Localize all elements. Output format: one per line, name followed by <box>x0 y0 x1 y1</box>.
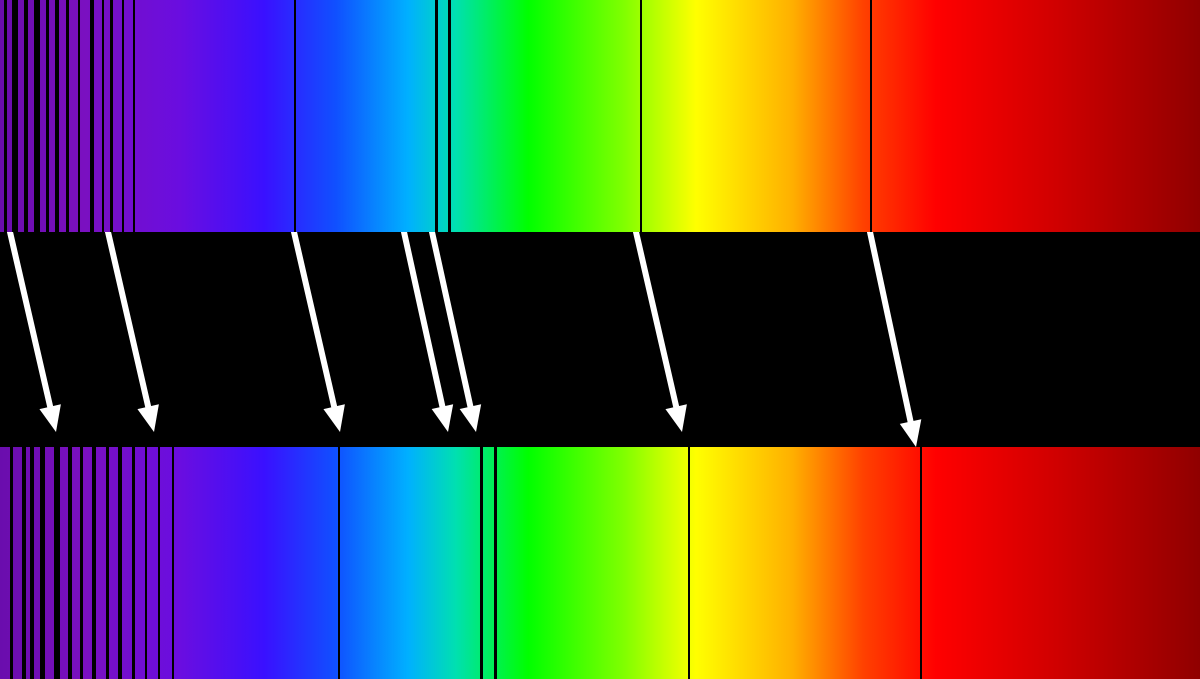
absorption-line <box>30 447 34 679</box>
absorption-line <box>12 0 18 232</box>
absorption-line <box>66 0 69 232</box>
absorption-line <box>640 0 642 232</box>
redshift-arrow <box>636 232 687 432</box>
redshift-arrow <box>108 232 159 432</box>
spectrum-bottom <box>0 447 1200 679</box>
absorption-line <box>448 0 451 232</box>
absorption-line <box>118 447 122 679</box>
redshift-arrow <box>294 232 345 432</box>
absorption-line <box>158 447 160 679</box>
absorption-line <box>22 447 26 679</box>
absorption-line <box>122 0 124 232</box>
absorption-line <box>24 0 28 232</box>
absorption-line <box>4 0 7 232</box>
redshift-arrows <box>0 232 1200 447</box>
absorption-line <box>90 0 94 232</box>
absorption-line <box>46 0 49 232</box>
spectrum-gradient-bottom <box>0 447 1200 679</box>
absorption-line <box>133 0 135 232</box>
redshift-arrow <box>432 232 481 432</box>
absorption-line <box>34 0 40 232</box>
absorption-line <box>145 447 147 679</box>
absorption-line <box>494 447 497 679</box>
redshift-arrow <box>870 232 921 447</box>
spectrum-gradient-top <box>0 0 1200 232</box>
redshift-arrow <box>10 232 61 432</box>
absorption-line <box>688 447 690 679</box>
absorption-line <box>10 447 13 679</box>
absorption-line <box>68 447 72 679</box>
redshift-diagram <box>0 0 1200 679</box>
absorption-line <box>172 447 174 679</box>
absorption-line <box>338 447 340 679</box>
absorption-line <box>78 0 80 232</box>
absorption-line <box>102 0 104 232</box>
absorption-line <box>55 0 59 232</box>
absorption-line <box>54 447 60 679</box>
absorption-line <box>132 447 135 679</box>
spectrum-top <box>0 0 1200 232</box>
absorption-line <box>294 0 296 232</box>
absorption-line <box>110 0 113 232</box>
absorption-line <box>435 0 438 232</box>
absorption-line <box>480 447 483 679</box>
absorption-line <box>106 447 109 679</box>
absorption-line <box>80 447 83 679</box>
absorption-line <box>40 447 45 679</box>
redshift-arrow <box>404 232 453 432</box>
absorption-line <box>920 447 922 679</box>
absorption-line <box>870 0 872 232</box>
absorption-line <box>92 447 96 679</box>
